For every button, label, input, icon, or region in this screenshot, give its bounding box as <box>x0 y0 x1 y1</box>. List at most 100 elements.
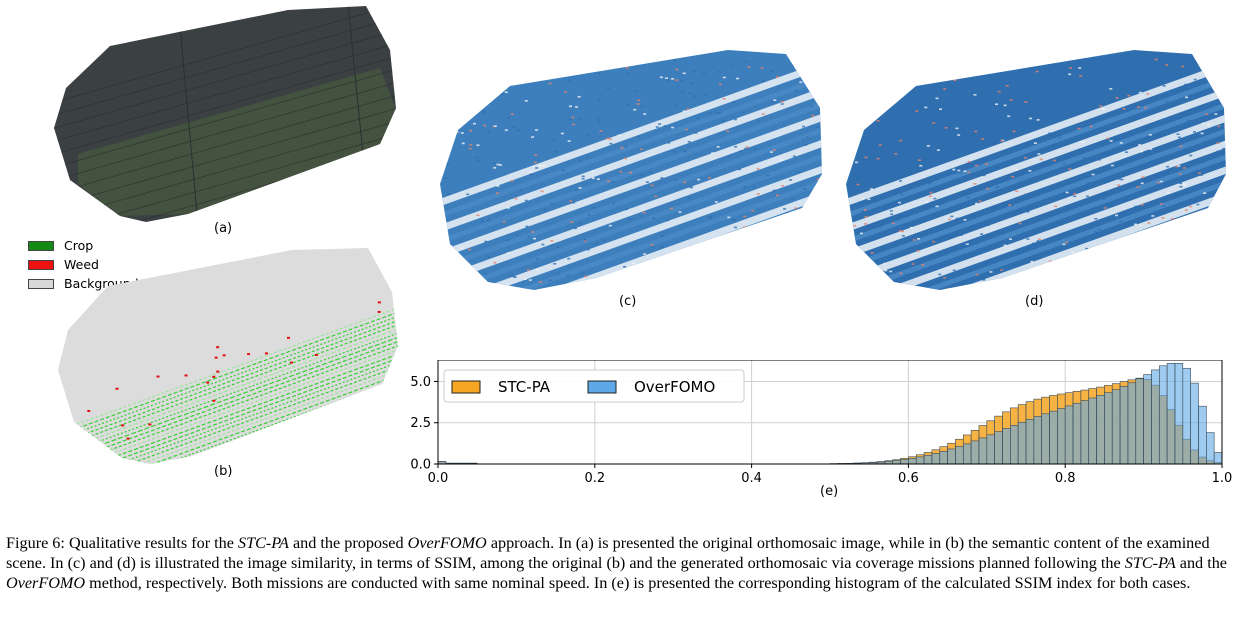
ssim-pixel <box>900 193 904 196</box>
ssim-pixel <box>529 173 533 176</box>
ssim-pixel <box>1203 44 1206 46</box>
ssim-pixel <box>694 132 698 134</box>
ssim-pixel <box>1036 119 1040 121</box>
histogram-bar-overfomo <box>986 434 995 465</box>
histogram-bar-overfomo <box>1025 418 1035 465</box>
ssim-pixel <box>566 274 570 277</box>
crop-row-line <box>71 311 398 431</box>
ssim-pixel <box>889 270 893 273</box>
ssim-pixel <box>639 174 643 177</box>
ssim-pixel <box>1089 125 1093 128</box>
legend-label-stc-pa: STC-PA <box>498 378 551 396</box>
ssim-pixel <box>853 245 857 247</box>
ssim-pixel <box>780 103 784 105</box>
ssim-pixel <box>848 90 852 93</box>
ssim-pixel <box>1191 120 1195 123</box>
ssim-pixel <box>732 101 736 103</box>
ssim-pixel <box>665 79 669 82</box>
ssim-pixel <box>1000 60 1004 62</box>
ssim-pixel <box>912 239 916 241</box>
ssim-pixel <box>688 92 692 94</box>
ssim-pixel <box>555 150 559 153</box>
ssim-pixel <box>612 202 616 205</box>
ssim-pixel <box>1083 157 1087 159</box>
ssim-pixel <box>562 69 566 71</box>
ssim-pixel <box>1175 165 1179 168</box>
ssim-pixel <box>1139 150 1143 153</box>
ssim-pixel <box>874 117 878 119</box>
ssim-pixel <box>1212 253 1216 256</box>
ssim-pixel <box>1140 182 1144 185</box>
weed-patch <box>156 375 160 378</box>
ssim-pixel <box>944 90 948 93</box>
ssim-pixel <box>1154 58 1158 61</box>
ssim-pixel <box>890 213 894 216</box>
ssim-pixel <box>515 234 519 237</box>
ssim-pixel <box>793 257 797 259</box>
ssim-pixel <box>989 271 993 273</box>
ssim-pixel <box>690 82 694 84</box>
ssim-pixel <box>901 69 905 71</box>
ssim-pixel <box>901 235 905 237</box>
ssim-pixel <box>553 262 557 265</box>
ssim-pixel <box>689 46 692 48</box>
ssim-pixel <box>722 76 726 79</box>
ssim-pixel <box>526 269 530 271</box>
crop-row-line <box>54 107 396 209</box>
ssim-pixel <box>1029 117 1033 120</box>
ssim-pixel <box>446 163 450 166</box>
ssim-pixel <box>944 127 948 129</box>
histogram-bar-overfomo <box>955 446 964 465</box>
ssim-pixel <box>851 143 855 146</box>
ssim-pixel <box>967 271 971 273</box>
ssim-pixel <box>994 165 998 167</box>
ssim-pixel <box>469 129 473 132</box>
ssim-pixel <box>447 192 451 195</box>
ssim-pixel <box>1050 73 1054 76</box>
ssim-pixel <box>758 229 762 231</box>
ssim-pixel <box>1035 278 1039 280</box>
ssim-pixel <box>804 144 808 146</box>
crop-row-line <box>54 94 396 196</box>
ssim-pixel <box>703 93 707 96</box>
panel-e-label: (e) <box>820 484 839 499</box>
ssim-pixel <box>1105 90 1109 92</box>
ssim-pixel <box>1108 218 1112 221</box>
ssim-pixel <box>875 83 879 85</box>
ssim-pixel <box>944 61 948 64</box>
histogram-bar-overfomo <box>900 459 909 465</box>
ssim-pixel <box>458 262 462 264</box>
ssim-pixel <box>1007 115 1011 118</box>
ssim-pixel <box>620 286 624 289</box>
ssim-pixel <box>1083 104 1087 107</box>
ssim-pixel <box>917 237 921 240</box>
ssim-pixel <box>1091 173 1095 176</box>
weed-patch <box>264 352 268 355</box>
ssim-pixel <box>794 207 798 209</box>
ssim-pixel <box>575 106 579 108</box>
ssim-pixel <box>579 118 583 120</box>
ssim-pixel <box>859 172 863 174</box>
ssim-pixel <box>519 189 523 192</box>
ssim-pixel <box>1012 130 1016 133</box>
ssim-pixel <box>472 122 476 125</box>
ssim-pixel <box>715 111 719 114</box>
ssim-pixel <box>1197 281 1201 284</box>
ssim-pixel <box>1073 195 1077 198</box>
ssim-pixel <box>682 72 686 75</box>
ssim-pixel <box>1165 64 1169 66</box>
ssim-pixel <box>675 79 679 81</box>
ssim-pixel <box>1086 101 1090 104</box>
ssim-pixel <box>897 96 901 98</box>
ssim-pixel <box>976 242 980 245</box>
ssim-pixel <box>707 176 711 179</box>
ssim-pixel <box>980 278 984 280</box>
ssim-pixel <box>1212 246 1216 249</box>
ssim-pixel <box>792 155 796 158</box>
ssim-pixel <box>791 260 795 262</box>
ssim-pixel <box>497 73 501 76</box>
ssim-pixel <box>702 259 706 261</box>
ssim-pixel <box>891 222 895 225</box>
ssim-pixel <box>1162 205 1166 207</box>
ssim-pixel <box>675 179 679 181</box>
